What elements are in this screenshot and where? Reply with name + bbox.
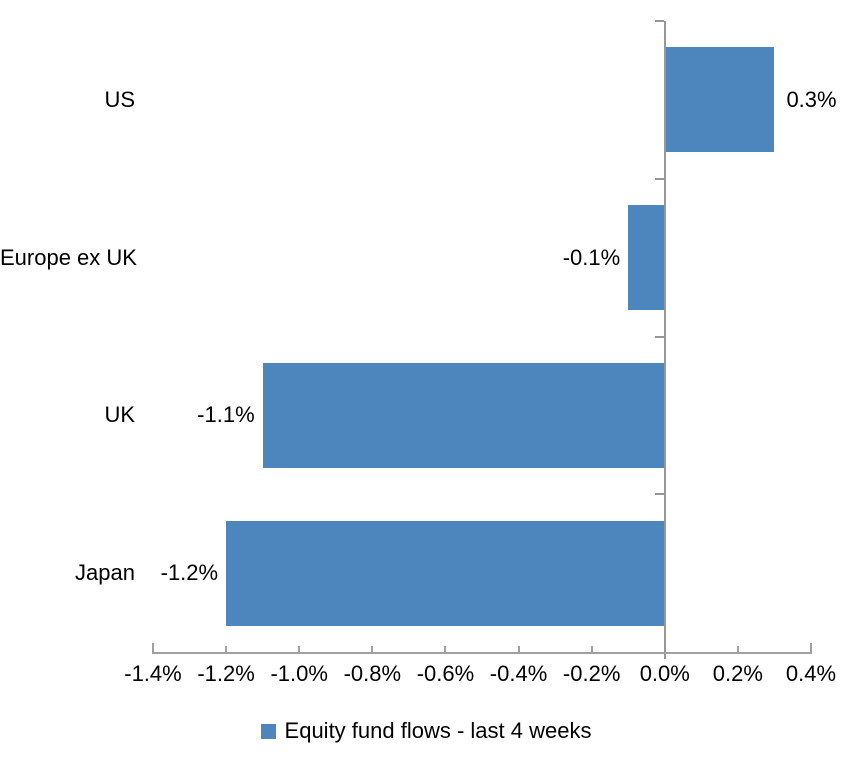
x-axis-line (152, 652, 812, 654)
zero-axis-line (663, 21, 666, 659)
x-axis-tick (736, 646, 739, 652)
x-axis-tick (517, 646, 520, 652)
data-label: -0.1% (562, 244, 621, 270)
category-label: Japan (75, 560, 135, 586)
bar (262, 362, 665, 468)
category-tick (654, 335, 664, 338)
x-axis-tick (371, 646, 374, 652)
x-tick-label: -1.0% (270, 661, 328, 686)
x-tick-label: -0.8% (343, 661, 402, 686)
x-axis-endcap (152, 643, 154, 652)
legend-marker-icon (260, 723, 276, 739)
x-axis-tick (444, 646, 447, 652)
category-tick (654, 177, 664, 180)
category-label: Europe ex UK (0, 244, 137, 270)
x-tick-label: -1.2% (197, 661, 255, 686)
x-tick-label: -0.2% (562, 661, 621, 686)
x-tick-label: -1.4% (124, 661, 182, 686)
x-tick-label: 0.2% (712, 661, 763, 686)
x-tick-label: -0.4% (489, 661, 548, 686)
category-label: US (104, 86, 135, 112)
x-tick-label: 0.0% (639, 661, 690, 686)
x-axis-tick (298, 646, 301, 652)
category-label: UK (104, 402, 135, 428)
bar (226, 520, 665, 626)
legend: Equity fund flows - last 4 weeks (0, 716, 852, 746)
x-tick-label: -0.6% (416, 661, 475, 686)
category-tick (654, 20, 664, 22)
x-axis-tick (225, 646, 228, 652)
legend-label: Equity fund flows - last 4 weeks (284, 718, 592, 743)
x-axis-tick (590, 646, 593, 652)
x-axis-endcap (810, 643, 812, 652)
data-label: 0.3% (786, 86, 837, 112)
data-label: -1.2% (160, 560, 219, 586)
x-tick-label: 0.4% (785, 661, 837, 686)
data-label: -1.1% (197, 402, 255, 428)
category-tick (654, 493, 664, 496)
bar (628, 205, 665, 311)
bar (664, 47, 775, 153)
